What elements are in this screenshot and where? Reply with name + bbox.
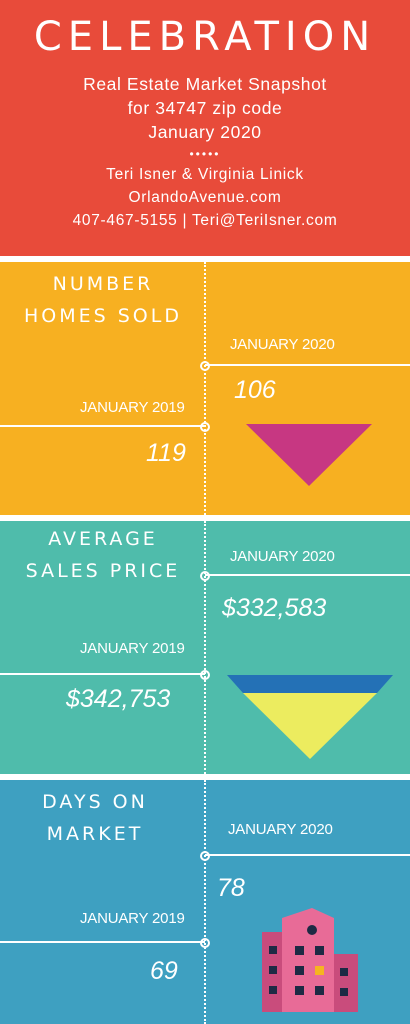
value-2020: $332,583 xyxy=(222,594,327,622)
connector-2019 xyxy=(0,673,205,675)
value-2020: 78 xyxy=(217,874,245,902)
section-title-line-1: NUMBER xyxy=(52,273,154,295)
contact-info[interactable]: 407-467-5155 | Teri@TeriIsner.com xyxy=(72,212,338,229)
node-2019 xyxy=(200,670,210,680)
page-title: CELEBRATION xyxy=(33,14,377,60)
section-title-line-2: MARKET xyxy=(46,823,144,845)
section-title: AVERAGE SALES PRICE xyxy=(18,523,188,587)
node-2019 xyxy=(200,938,210,948)
subtitle-line-2: for 34747 zip code xyxy=(127,98,283,118)
days-on-market-panel: DAYS ON MARKET JANUARY 2020 78 JANUARY 2… xyxy=(0,780,410,1024)
down-triangle-icon xyxy=(246,424,372,486)
label-january-2020: JANUARY 2020 xyxy=(230,336,335,353)
value-2020: 106 xyxy=(234,376,276,404)
agent-names: Teri Isner & Virginia Linick xyxy=(106,166,304,183)
label-january-2020: JANUARY 2020 xyxy=(230,548,335,565)
label-january-2020: JANUARY 2020 xyxy=(228,821,333,838)
value-2019: $342,753 xyxy=(66,685,171,713)
connector-2020 xyxy=(205,364,410,366)
homes-sold-panel: NUMBER HOMES SOLD JANUARY 2020 106 JANUA… xyxy=(0,262,410,515)
section-title: DAYS ON MARKET xyxy=(10,786,180,850)
section-title-line-2: SALES PRICE xyxy=(25,560,181,582)
connector-2020 xyxy=(205,854,410,856)
building-icon xyxy=(262,908,358,1012)
timeline-divider xyxy=(204,521,206,774)
node-2019 xyxy=(200,422,210,432)
label-january-2019: JANUARY 2019 xyxy=(80,399,185,416)
dots-divider: ••••• xyxy=(189,147,221,161)
subtitle-line-3: January 2020 xyxy=(148,122,262,142)
funnel-icon xyxy=(227,675,393,759)
timeline-divider xyxy=(204,780,206,1024)
value-2019: 119 xyxy=(146,439,186,467)
section-title-line-1: AVERAGE xyxy=(48,528,158,550)
header-banner: CELEBRATION Real Estate Market Snapshot … xyxy=(0,0,410,256)
label-january-2019: JANUARY 2019 xyxy=(80,910,185,927)
connector-2019 xyxy=(0,941,205,943)
section-title-line-2: HOMES SOLD xyxy=(24,305,182,327)
value-2019: 69 xyxy=(150,957,178,985)
node-2020 xyxy=(200,571,210,581)
section-title-line-1: DAYS ON xyxy=(42,791,148,813)
section-title: NUMBER HOMES SOLD xyxy=(18,268,188,332)
connector-2020 xyxy=(205,574,410,576)
website-link[interactable]: OrlandoAvenue.com xyxy=(128,189,282,206)
sales-price-panel: AVERAGE SALES PRICE JANUARY 2020 $332,58… xyxy=(0,521,410,774)
node-2020 xyxy=(200,361,210,371)
connector-2019 xyxy=(0,425,205,427)
node-2020 xyxy=(200,851,210,861)
label-january-2019: JANUARY 2019 xyxy=(80,640,185,657)
timeline-divider xyxy=(204,262,206,515)
subtitle-line-1: Real Estate Market Snapshot xyxy=(83,74,327,94)
